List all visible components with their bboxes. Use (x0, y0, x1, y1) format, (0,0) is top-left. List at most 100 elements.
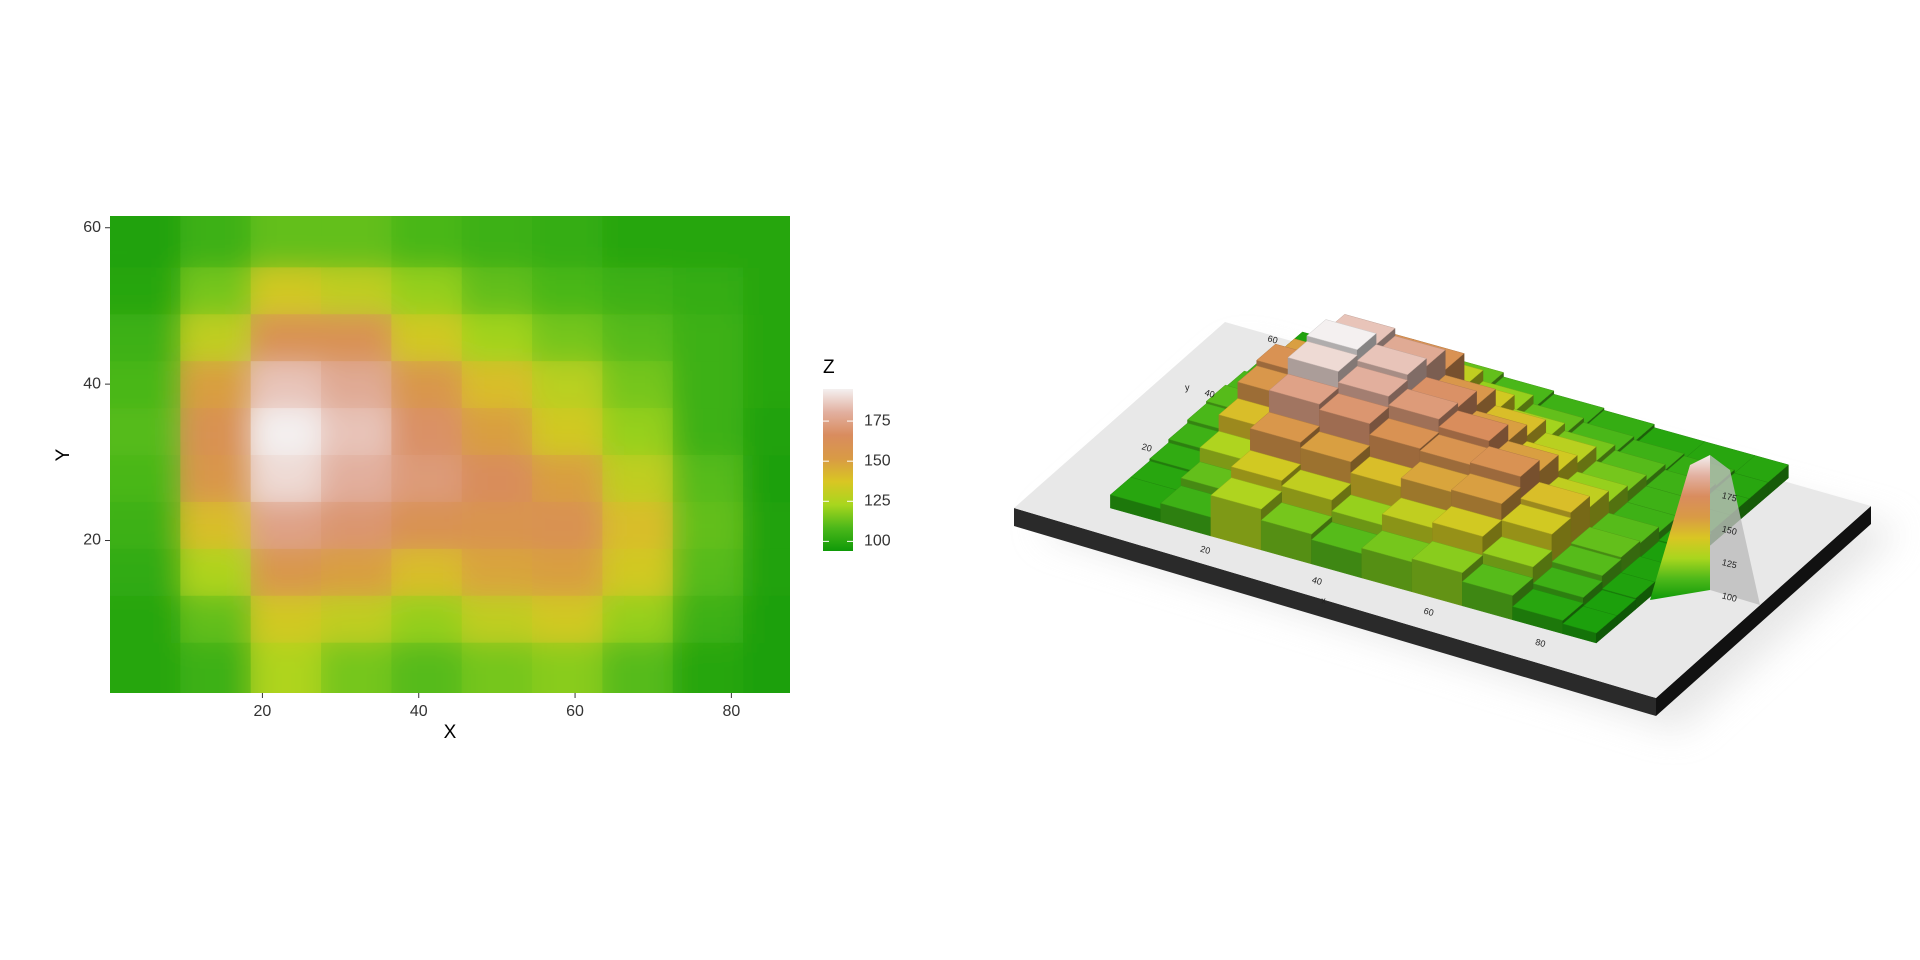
heat-cell (743, 407, 790, 455)
heat-blur (672, 595, 745, 644)
heat-cell (180, 548, 252, 596)
heat-blur (461, 266, 534, 315)
prism-top (1482, 536, 1553, 568)
heat-blur (180, 216, 252, 268)
heat-blur (743, 360, 790, 409)
heat-blur (602, 313, 674, 362)
heatmap-cells (110, 216, 790, 693)
legend3d-label: 150 (1721, 524, 1738, 537)
heat-blur (743, 266, 790, 315)
heat-blur (250, 548, 323, 597)
heat-blur (250, 642, 323, 693)
heat-cell (321, 313, 392, 362)
y3d-tick-label: 60 (1267, 333, 1279, 345)
prism-top (1469, 446, 1540, 477)
heat-blur (532, 266, 604, 315)
prism-top (1570, 526, 1641, 558)
heat-cell (602, 407, 674, 455)
prism-top (1356, 344, 1427, 375)
heat-cell (602, 642, 674, 693)
y-axis-title: Y (53, 448, 74, 461)
heat-blur (743, 313, 790, 362)
legend3d-bar (1650, 455, 1710, 600)
heat-blur (743, 216, 790, 268)
heat-cell (321, 548, 392, 596)
heat-blur (321, 407, 393, 456)
heat-blur (321, 313, 393, 362)
prism-top (1562, 606, 1618, 634)
heat-cell (110, 595, 181, 643)
heat-cell (321, 360, 392, 409)
heat-blur (743, 548, 790, 597)
heat-cell (461, 642, 533, 693)
heat-blur (391, 360, 463, 409)
heat-blur (110, 642, 182, 693)
heat-blur (110, 216, 182, 268)
heat-cell (461, 595, 533, 643)
heat-blur (110, 266, 182, 315)
heat-cell (672, 454, 744, 502)
heat-blur (461, 642, 534, 693)
prism-top (1306, 319, 1377, 350)
heat-blur (461, 548, 534, 597)
heat-blur (743, 407, 790, 456)
heat-cell (743, 454, 790, 502)
heat-blur (180, 266, 252, 315)
heat-cell (672, 313, 744, 362)
colorbar-label: 125 (864, 492, 891, 509)
prism-top (1601, 572, 1656, 599)
heat-cell (180, 407, 252, 455)
heat-blur (180, 313, 252, 362)
x3d-tick-label: 80 (1534, 637, 1546, 649)
prism-top (1512, 588, 1584, 621)
heat-blur (461, 360, 534, 409)
heat-cell (180, 313, 252, 362)
heat-blur (321, 454, 393, 503)
heat-blur (391, 216, 463, 268)
heat-blur (602, 216, 674, 268)
heat-cell (391, 501, 463, 549)
heat-cell (180, 501, 252, 549)
heatmap-smooth (110, 216, 790, 693)
heat-cell (321, 642, 392, 693)
legend3d-label: 100 (1721, 591, 1738, 604)
heat-blur (391, 313, 463, 362)
heat-blur (110, 501, 182, 550)
heat-blur (532, 313, 604, 362)
heat-blur (461, 595, 534, 644)
heat-cell (461, 360, 533, 409)
prism-top (1260, 502, 1333, 535)
prism-top (1551, 545, 1622, 576)
heat-cell (743, 501, 790, 549)
heat-cell (250, 407, 322, 455)
prism-top (1431, 506, 1503, 537)
heat-cell (602, 360, 674, 409)
heat-blur (180, 501, 252, 550)
heat-cell (532, 407, 603, 455)
heat-cell (672, 548, 744, 596)
heat-blur (532, 454, 604, 503)
heat-cell (110, 407, 181, 455)
heat-cell (391, 642, 463, 693)
heat-cell (250, 266, 322, 315)
heat-blur (532, 548, 604, 597)
heat-cell (532, 313, 603, 362)
prism-top (1461, 563, 1534, 596)
heat-cell (602, 266, 674, 315)
prism-top (1268, 373, 1339, 405)
heat-blur (250, 501, 323, 550)
y3d-tick-label: 40 (1204, 387, 1216, 399)
heat-cell (461, 548, 533, 596)
heat-blur (321, 501, 393, 550)
heat-cell (250, 216, 322, 268)
base-front (1014, 508, 1656, 716)
heat-blur (391, 407, 463, 456)
heat-cell (391, 595, 463, 643)
heat-cell (672, 595, 744, 643)
heat-cell (110, 501, 181, 549)
x-tick-label: 40 (410, 703, 428, 720)
colorbar-label: 150 (864, 452, 891, 469)
heat-blur (532, 595, 604, 644)
heat-blur (672, 501, 745, 550)
x3d-tick-label: 40 (1311, 575, 1323, 587)
